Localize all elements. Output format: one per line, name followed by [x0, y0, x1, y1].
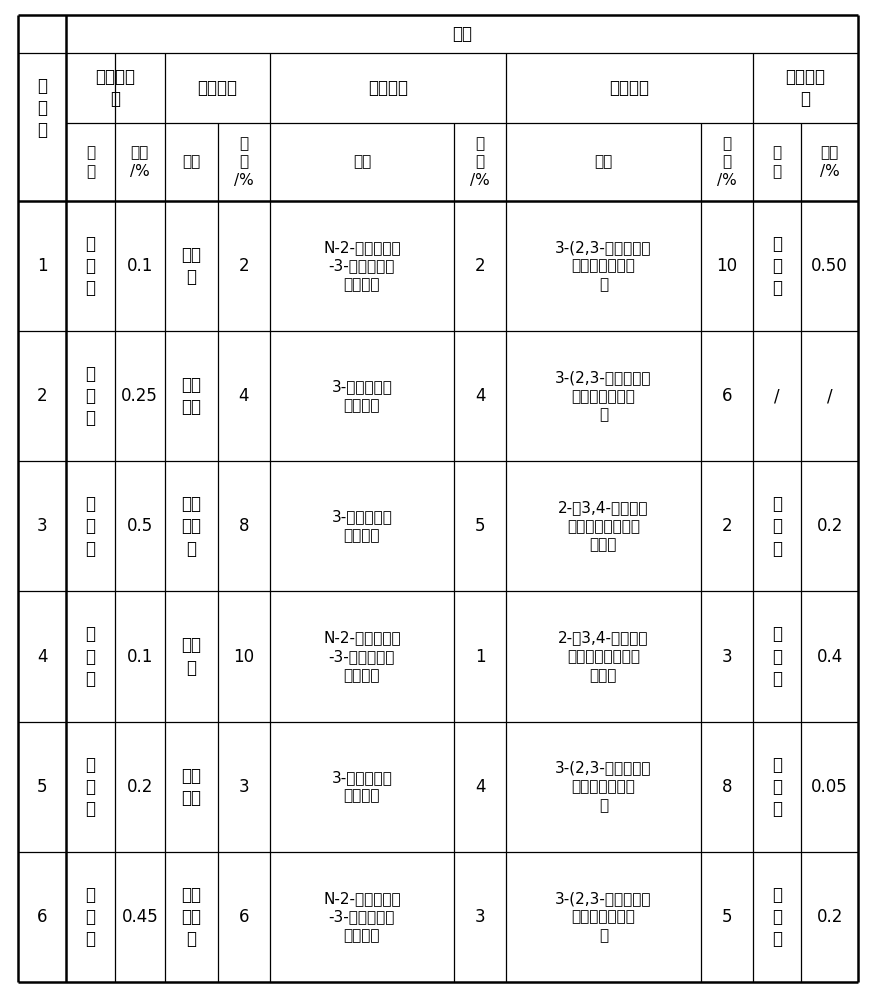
- Text: 氨基硅烷: 氨基硅烷: [368, 79, 408, 97]
- Text: N-2-（氨乙基）
-3-氨丙基三甲
氧基硅烷: N-2-（氨乙基） -3-氨丙基三甲 氧基硅烷: [323, 891, 401, 943]
- Text: 5: 5: [475, 517, 485, 535]
- Text: 6: 6: [238, 908, 249, 926]
- Text: 3-氨丙基三甲
氧基硅烷: 3-氨丙基三甲 氧基硅烷: [332, 510, 392, 543]
- Text: /: /: [827, 387, 833, 405]
- Text: 3-(2,3-环氧丙氧）
丙基三甲氧基硅
烷: 3-(2,3-环氧丙氧） 丙基三甲氧基硅 烷: [555, 240, 651, 292]
- Text: 3-(2,3-环氧丙氧）
丙基三甲氧基硅
烷: 3-(2,3-环氧丙氧） 丙基三甲氧基硅 烷: [555, 761, 651, 813]
- Text: 名称: 名称: [182, 154, 201, 169]
- Text: 实
施
例: 实 施 例: [38, 77, 47, 139]
- Text: 3: 3: [475, 908, 485, 926]
- Text: 钛
酸
盐: 钛 酸 盐: [772, 235, 782, 297]
- Text: 3-氨丙基三甲
氧基硅烷: 3-氨丙基三甲 氧基硅烷: [332, 379, 392, 413]
- Text: 聚
苯
胺: 聚 苯 胺: [86, 235, 95, 297]
- Text: 0.25: 0.25: [121, 387, 158, 405]
- Text: 3-氨丙基三甲
氧基硅烷: 3-氨丙基三甲 氧基硅烷: [332, 770, 392, 804]
- Text: /: /: [774, 387, 780, 405]
- Text: 5: 5: [721, 908, 732, 926]
- Text: 5: 5: [37, 778, 47, 796]
- Text: 2: 2: [238, 257, 249, 275]
- Text: 0.45: 0.45: [121, 908, 158, 926]
- Text: 聚
吡
咯: 聚 吡 咯: [86, 625, 95, 688]
- Text: 环氧
树脂: 环氧 树脂: [182, 376, 202, 416]
- Text: 名称: 名称: [353, 154, 371, 169]
- Text: 聚氨
酯: 聚氨 酯: [182, 636, 202, 677]
- Text: 3: 3: [238, 778, 249, 796]
- Text: 聚
吡
咯: 聚 吡 咯: [86, 756, 95, 818]
- Text: 6: 6: [37, 908, 47, 926]
- Text: 3-(2,3-环氧丙氧）
丙基三甲氧基硅
烷: 3-(2,3-环氧丙氧） 丙基三甲氧基硅 烷: [555, 891, 651, 943]
- Text: 钒
酸
盐: 钒 酸 盐: [772, 756, 782, 818]
- Text: 含量
/%: 含量 /%: [820, 145, 840, 179]
- Text: 2-（3,4-环氧环己
烷基）乙基三甲氧
基硅烷: 2-（3,4-环氧环己 烷基）乙基三甲氧 基硅烷: [558, 630, 649, 683]
- Text: 聚
苯
胺: 聚 苯 胺: [86, 365, 95, 427]
- Text: 0.2: 0.2: [816, 517, 842, 535]
- Text: 4: 4: [37, 648, 47, 666]
- Text: 聚
吡
咯: 聚 吡 咯: [86, 886, 95, 948]
- Text: 0.4: 0.4: [816, 648, 842, 666]
- Text: 有机树脂: 有机树脂: [197, 79, 237, 97]
- Text: 4: 4: [475, 778, 485, 796]
- Text: N-2-（氨乙基）
-3-氨丙基三甲
氧基硅烷: N-2-（氨乙基） -3-氨丙基三甲 氧基硅烷: [323, 240, 401, 292]
- Text: 聚氨
酯: 聚氨 酯: [182, 246, 202, 286]
- Text: 配方: 配方: [452, 25, 472, 43]
- Text: 环氧
树脂: 环氧 树脂: [182, 767, 202, 807]
- Text: 环氧硅烷: 环氧硅烷: [609, 79, 650, 97]
- Text: 钛
酸
盐: 钛 酸 盐: [772, 886, 782, 948]
- Text: 2: 2: [721, 517, 732, 535]
- Text: 2: 2: [37, 387, 47, 405]
- Text: 含
量
/%: 含 量 /%: [717, 136, 737, 188]
- Text: N-2-（氨乙基）
-3-氨丙基三甲
氧基硅烷: N-2-（氨乙基） -3-氨丙基三甲 氧基硅烷: [323, 630, 401, 683]
- Text: 3: 3: [37, 517, 47, 535]
- Text: 含
量
/%: 含 量 /%: [234, 136, 254, 188]
- Text: 含
量
/%: 含 量 /%: [471, 136, 490, 188]
- Text: 8: 8: [238, 517, 249, 535]
- Text: 1: 1: [475, 648, 485, 666]
- Text: 名
称: 名 称: [86, 145, 95, 179]
- Text: 0.2: 0.2: [816, 908, 842, 926]
- Text: 2-（3,4-环氧环己
烷基）乙基三甲氧
基硅烷: 2-（3,4-环氧环己 烷基）乙基三甲氧 基硅烷: [558, 500, 649, 553]
- Text: 10: 10: [233, 648, 254, 666]
- Text: 2: 2: [475, 257, 485, 275]
- Text: 聚
苯
胺: 聚 苯 胺: [86, 495, 95, 558]
- Text: 含量
/%: 含量 /%: [130, 145, 149, 179]
- Text: 0.1: 0.1: [127, 257, 153, 275]
- Text: 名
称: 名 称: [773, 145, 781, 179]
- Text: 4: 4: [238, 387, 249, 405]
- Text: 3-(2,3-环氧丙氧）
丙基三甲氧基硅
烷: 3-(2,3-环氧丙氧） 丙基三甲氧基硅 烷: [555, 370, 651, 422]
- Text: 0.1: 0.1: [127, 648, 153, 666]
- Text: 0.05: 0.05: [811, 778, 848, 796]
- Text: 丙烯
酸树
脂: 丙烯 酸树 脂: [182, 495, 202, 558]
- Text: 0.5: 0.5: [127, 517, 153, 535]
- Text: 8: 8: [721, 778, 732, 796]
- Text: 0.2: 0.2: [127, 778, 153, 796]
- Text: 3: 3: [721, 648, 732, 666]
- Text: 丙烯
酸树
脂: 丙烯 酸树 脂: [182, 886, 202, 948]
- Text: 0.50: 0.50: [811, 257, 848, 275]
- Text: 4: 4: [475, 387, 485, 405]
- Text: 名称: 名称: [595, 154, 613, 169]
- Text: 导电聚合
物: 导电聚合 物: [96, 68, 135, 108]
- Text: 钼
酸
盐: 钼 酸 盐: [772, 495, 782, 558]
- Text: 1: 1: [37, 257, 47, 275]
- Text: 6: 6: [721, 387, 732, 405]
- Text: 10: 10: [716, 257, 738, 275]
- Text: 无机缓蚀
剂: 无机缓蚀 剂: [786, 68, 826, 108]
- Text: 钼
酸
盐: 钼 酸 盐: [772, 625, 782, 688]
